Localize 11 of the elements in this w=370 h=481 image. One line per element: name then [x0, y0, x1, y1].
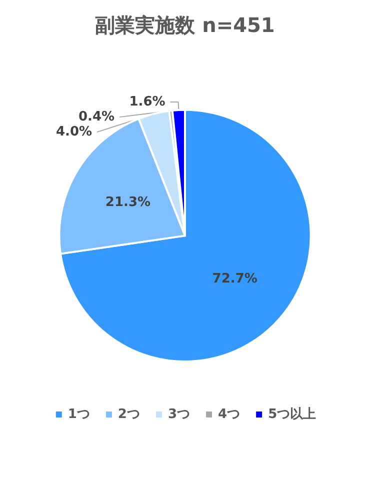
legend-label: 4つ: [218, 407, 240, 422]
data-label: 72.7%: [212, 271, 258, 286]
data-label: 4.0%: [56, 124, 92, 140]
legend-label: 5つ以上: [268, 407, 316, 422]
data-label: 21.3%: [105, 195, 151, 210]
chart-title: 副業実施数 n=451: [95, 13, 275, 37]
legend-label: 1つ: [68, 407, 90, 422]
legend-label: 3つ: [168, 407, 190, 422]
legend-label: 2つ: [118, 407, 140, 422]
data-label: 1.6%: [129, 94, 166, 110]
data-label: 0.4%: [78, 110, 115, 125]
